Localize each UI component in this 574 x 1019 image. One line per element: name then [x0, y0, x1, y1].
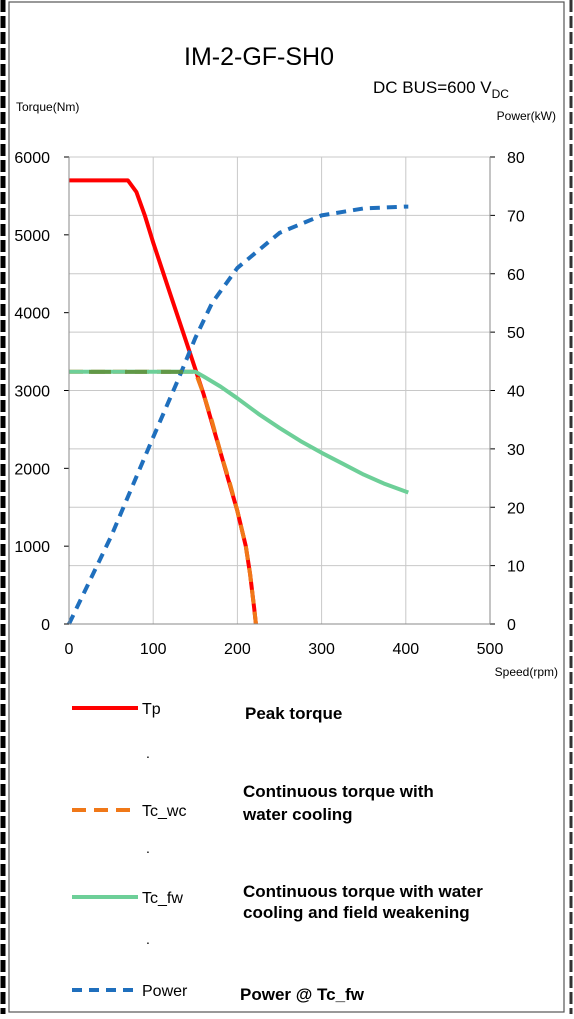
legend-label: Tp: [142, 701, 161, 718]
subtitle-subscript: DC: [492, 87, 510, 101]
x-tick-label: 100: [140, 641, 167, 658]
chart-ticks: 0 100 200 300 400 500010203040506070800100020…: [14, 150, 524, 658]
right-tick-label: 80: [507, 150, 525, 167]
legend-description: Continuous torque with water: [243, 882, 483, 901]
chart-grid: [68, 156, 491, 625]
series-line-power: [67, 204, 409, 625]
right-axis-label: Power(kW): [497, 109, 556, 123]
right-tick-label: 10: [507, 559, 525, 576]
left-tick-label: 5000: [14, 228, 50, 245]
legend-label: Power: [142, 983, 188, 1000]
x-tick-label: 300: [308, 641, 335, 658]
series-line-tc-wc: [69, 369, 258, 625]
left-tick-label: 1000: [14, 539, 50, 556]
chart-series: [67, 178, 409, 625]
series-line-tc-fw: [69, 369, 409, 495]
right-tick-label: 60: [507, 267, 525, 284]
left-tick-label: 2000: [14, 461, 50, 478]
subtitle-prefix: DC BUS=600 V: [373, 78, 492, 97]
right-tick-label: 70: [507, 208, 525, 225]
right-tick-label: 40: [507, 384, 525, 401]
legend-description: Continuous torque with: [243, 782, 434, 801]
legend-separator: .: [146, 745, 150, 761]
legend-label: Tc_fw: [142, 890, 183, 907]
right-tick-label: 30: [507, 442, 525, 459]
left-tick-label: 6000: [14, 150, 50, 167]
legend-separator: .: [146, 931, 150, 947]
legend-description: Power @ Tc_fw: [240, 985, 365, 1004]
x-tick-label: 0: [65, 641, 74, 658]
legend-label: Tc_wc: [142, 803, 186, 820]
left-tick-label: 4000: [14, 306, 50, 323]
chart-title: IM-2-GF-SH0: [184, 43, 334, 71]
left-tick-label: 0: [41, 617, 50, 634]
legend-description: water cooling: [242, 805, 353, 824]
right-tick-label: 0: [507, 617, 516, 634]
legend-description: Peak torque: [245, 704, 342, 723]
chart-subtitle: DC BUS=600 VDC: [373, 78, 509, 101]
right-tick-label: 20: [507, 500, 525, 517]
x-tick-label: 500: [477, 641, 504, 658]
x-tick-label: 200: [224, 641, 251, 658]
left-axis-label: Torque(Nm): [16, 100, 79, 114]
right-tick-label: 50: [507, 325, 525, 342]
x-axis-label: Speed(rpm): [495, 665, 558, 679]
outer-border: [8, 1, 565, 1013]
legend: Tp Tc_wc Tc_fw Power Peak torque Continuous t…: [72, 701, 483, 1004]
legend-description: cooling and field weakening: [243, 903, 470, 922]
left-tick-label: 3000: [14, 384, 50, 401]
x-tick-label: 400: [392, 641, 419, 658]
legend-separator: .: [146, 840, 150, 856]
